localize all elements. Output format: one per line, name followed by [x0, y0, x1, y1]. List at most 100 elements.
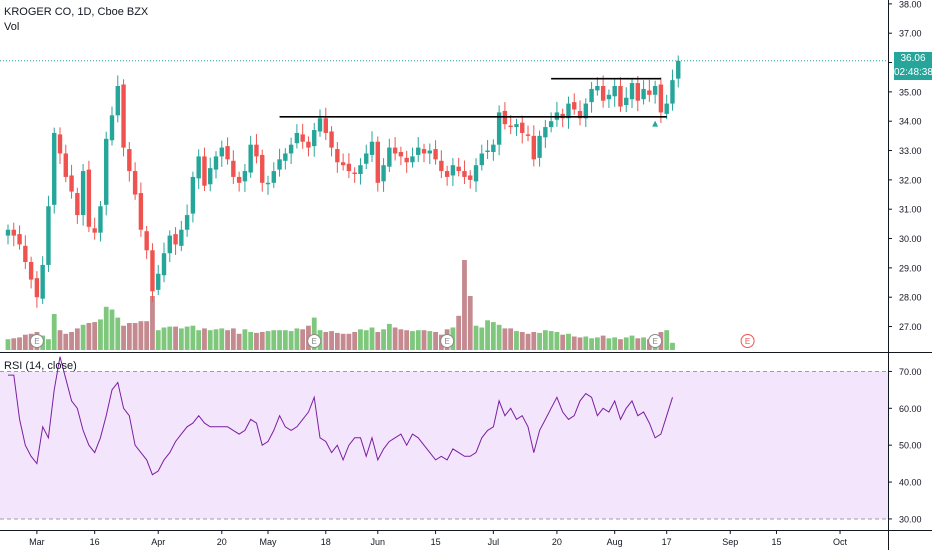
candle-body [676, 60, 681, 79]
volume-bar [670, 342, 675, 350]
earnings-marker-icon[interactable] [440, 334, 455, 348]
volume-bar [167, 326, 173, 350]
time-tick-label: Sep [722, 537, 738, 547]
candle-body [202, 156, 207, 186]
candle-body [28, 262, 34, 280]
volume-bar [132, 323, 138, 350]
rsi-tick-label: 70.00 [899, 367, 922, 377]
volume-bar [352, 332, 358, 350]
candle-body [277, 159, 282, 170]
candle-body [80, 171, 86, 216]
candle-body [543, 127, 548, 138]
volume-bar [22, 334, 28, 350]
volume-bar [612, 337, 618, 350]
earnings-marker-label: E [34, 337, 39, 346]
candle-body [572, 102, 577, 110]
earnings-marker-icon[interactable] [648, 334, 663, 348]
time-tick-label: 15 [771, 537, 781, 547]
rsi-line [8, 356, 673, 476]
volume-bar [80, 324, 86, 350]
volume-bar [236, 333, 242, 350]
volume-bar [664, 330, 670, 350]
volume-bar [433, 332, 438, 350]
candle-body [231, 160, 236, 177]
candle-body [468, 175, 473, 180]
candle-body [444, 171, 450, 177]
candle-body [629, 83, 635, 100]
candle-body [121, 84, 126, 148]
price-tick-label: 31.00 [899, 205, 922, 215]
candle-body [179, 229, 184, 246]
candle-body [63, 153, 68, 177]
candle-layer [5, 55, 681, 308]
earnings-marker-icon[interactable] [307, 334, 322, 348]
volume-bar [265, 331, 271, 350]
volume-bar [525, 333, 531, 350]
candle-body [57, 134, 63, 154]
rsi-tick-label: 30.00 [899, 514, 922, 524]
candle-body [184, 215, 190, 230]
candle-body [23, 245, 28, 262]
volume-bar [531, 332, 537, 350]
volume-bar [277, 330, 282, 350]
volume-bar [51, 314, 57, 350]
candle-body [606, 94, 612, 100]
volume-bar [600, 335, 606, 350]
candle-body [265, 182, 271, 185]
earnings-marker-label: E [312, 337, 317, 346]
candle-body [34, 278, 40, 298]
candle-body [254, 144, 259, 157]
candle-body [5, 229, 11, 236]
candle-body [115, 86, 120, 116]
time-tick-label: 16 [90, 537, 100, 547]
axis-layer: 38.0037.0036.0035.0034.0033.0032.0031.00… [29, 0, 921, 547]
volume-bar [467, 296, 473, 350]
volume-bar [282, 330, 288, 350]
volume-bar [225, 330, 230, 350]
volume-bar [121, 325, 126, 350]
volume-bar [288, 331, 294, 350]
volume-bar [63, 333, 69, 350]
candle-body [410, 156, 415, 163]
volume-bar [566, 333, 571, 350]
candle-body [433, 149, 438, 160]
volume-bar [161, 327, 167, 350]
volume-bar [485, 320, 490, 350]
volume-bar [548, 331, 554, 350]
time-tick-label: May [260, 537, 278, 547]
trend-layer[interactable] [279, 77, 667, 118]
earnings-marker-icon[interactable] [29, 334, 44, 348]
volume-bar [242, 329, 248, 350]
earnings-marker-icon[interactable] [740, 334, 755, 348]
candle-body [52, 132, 57, 205]
volume-bar [490, 322, 496, 350]
candle-body [352, 172, 357, 174]
candle-body [525, 134, 531, 136]
candle-body [647, 90, 652, 95]
volume-bar [542, 330, 548, 350]
candle-body [156, 273, 161, 290]
rsi-tick-label: 60.00 [899, 404, 922, 414]
candle-body [421, 149, 427, 154]
candle-body [167, 235, 172, 254]
candle-body [658, 84, 664, 113]
volume-bar [17, 337, 22, 350]
candle-body [508, 125, 513, 128]
time-tick-label: Jul [488, 537, 500, 547]
earnings-marker-label: E [652, 337, 657, 346]
volume-bar [410, 331, 415, 350]
volume-bar [594, 337, 600, 350]
candle-body [670, 80, 675, 104]
candle-body [520, 122, 525, 133]
candle-body [664, 103, 669, 114]
volume-bar [329, 331, 334, 350]
candle-body [294, 132, 300, 144]
time-tick-label: Jun [371, 537, 386, 547]
candle-body [335, 149, 340, 163]
volume-bar [155, 330, 161, 350]
volume-bar [386, 323, 392, 350]
volume-bar [74, 328, 80, 350]
